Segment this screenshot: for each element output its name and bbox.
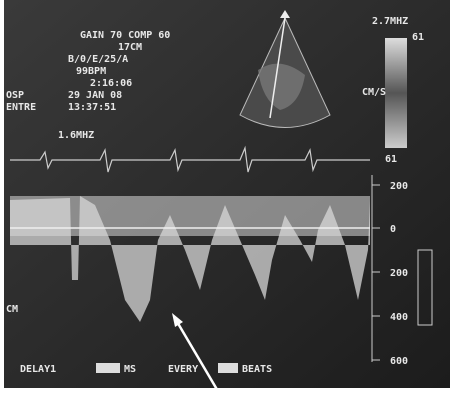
depth: 17CM xyxy=(118,42,142,53)
delay-unit: MS xyxy=(124,364,136,375)
color-bottom: 61 xyxy=(385,154,397,165)
beats: BEATS xyxy=(242,364,272,375)
elapsed: 2:16:06 xyxy=(90,78,132,89)
echo-fan xyxy=(239,10,331,128)
scale-box xyxy=(417,249,433,326)
mode: B/0/E/25/A xyxy=(68,54,128,65)
delay: DELAY1 xyxy=(20,364,56,375)
every: EVERY xyxy=(168,364,198,375)
scale-labels: 200 0 200 400 600 xyxy=(372,181,408,367)
date: 29 JAN 08 xyxy=(68,90,122,101)
heart-rate: 99BPM xyxy=(76,66,106,77)
color-top: 61 xyxy=(412,32,424,43)
beats-box xyxy=(218,363,238,373)
scale-label: 200 xyxy=(390,268,408,279)
scale-label: 0 xyxy=(390,224,396,235)
site-2: ENTRE xyxy=(6,102,36,113)
color-bar xyxy=(385,38,407,148)
scale-label: 200 xyxy=(390,181,408,192)
doppler-freq: 1.6MHZ xyxy=(58,130,94,141)
color-freq: 2.7MHZ xyxy=(372,16,408,27)
site-1: OSP xyxy=(6,90,24,101)
scale-unit: CM xyxy=(6,304,18,315)
scale-label: 600 xyxy=(390,356,408,367)
scale-label: 400 xyxy=(390,312,408,323)
time: 13:37:51 xyxy=(68,102,116,113)
delay-box xyxy=(96,363,120,373)
ecg-trace xyxy=(10,145,370,173)
arrow xyxy=(172,313,224,398)
screen xyxy=(4,0,450,388)
settings: GAIN 70 COMP 60 xyxy=(80,30,170,41)
doppler-spectrum xyxy=(10,196,370,322)
color-unit: CM/S xyxy=(362,87,386,98)
